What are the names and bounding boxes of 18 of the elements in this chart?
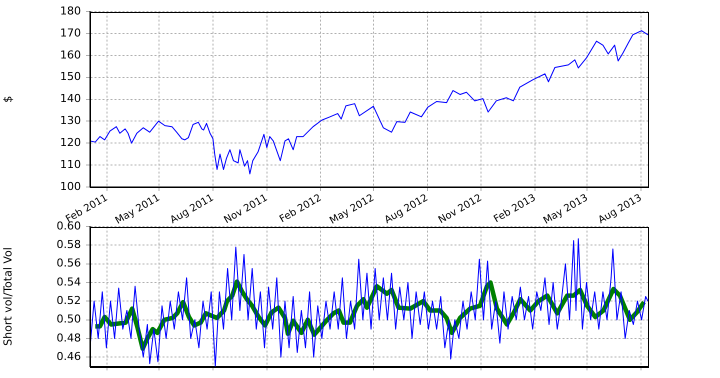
y-tick-label: 170 <box>60 26 81 40</box>
y-tick-label: 120 <box>60 136 81 150</box>
y-tick-label: 0.58 <box>56 238 81 252</box>
y-tick-label: 0.56 <box>56 256 81 270</box>
y-tick-label: 130 <box>60 114 81 128</box>
y-tick-label: 150 <box>60 70 81 84</box>
y-tick-label: 140 <box>60 92 81 106</box>
y-tick-label: 0.46 <box>56 350 81 363</box>
y-tick-label: 0.52 <box>56 294 81 308</box>
y-tick-label: 0.48 <box>56 331 81 344</box>
y-tick-label: 0.50 <box>56 312 81 326</box>
y-tick-label: 100 <box>60 180 81 193</box>
y-tick-label: 180 <box>60 4 81 18</box>
y-tick-label: 110 <box>60 158 81 171</box>
y-axis-title: $ <box>1 96 14 103</box>
y-axis-title: Short vol/Total Vol <box>1 247 14 346</box>
y-tick-label: 160 <box>60 48 81 62</box>
y-tick-label: 0.54 <box>56 275 81 288</box>
